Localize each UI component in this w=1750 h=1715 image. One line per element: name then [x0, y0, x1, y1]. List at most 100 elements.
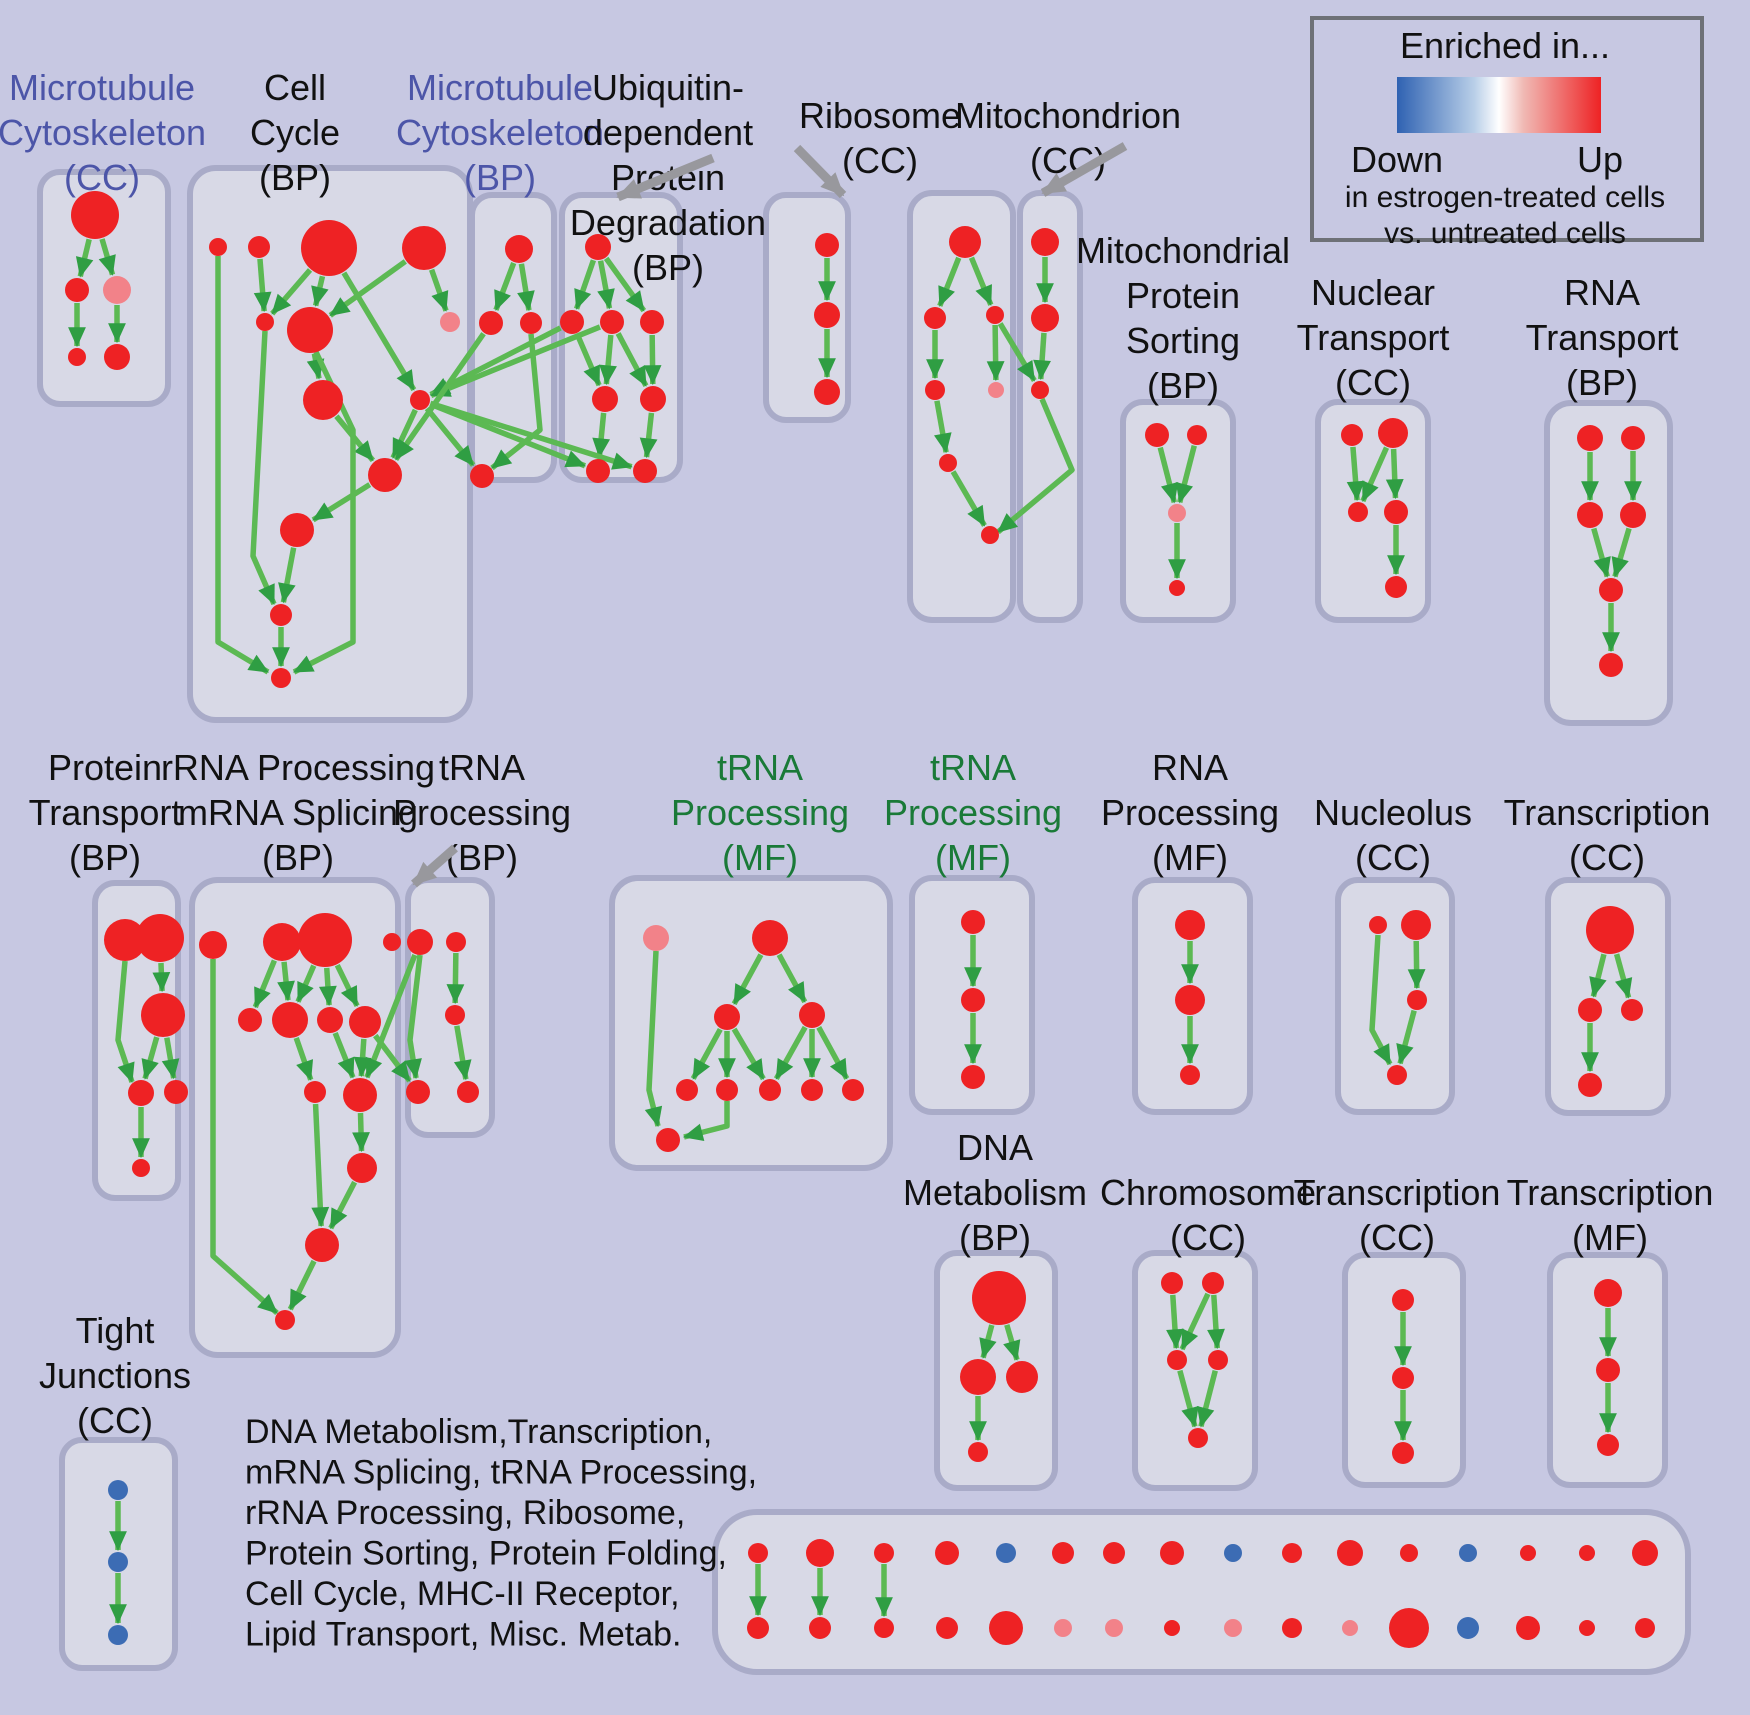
edge-arrow [773, 1025, 808, 1081]
go-term-node [141, 993, 185, 1037]
go-term-node [71, 191, 119, 239]
edge-arrow [1033, 332, 1051, 381]
go-term-node [1168, 504, 1186, 522]
edge-arrow [1396, 1009, 1417, 1065]
go-term-node [972, 1271, 1026, 1325]
cluster-box-chromosome [1132, 1250, 1258, 1491]
go-term-node [1378, 418, 1408, 448]
go-term-node [446, 932, 466, 952]
cluster-label-trna-processing-bp: (BP) [446, 837, 518, 878]
go-term-node [996, 1543, 1016, 1563]
go-term-node [939, 454, 957, 472]
cluster-label-cell-cycle: Cell [264, 67, 326, 108]
cluster-label-dna-metabolism: DNA [957, 1127, 1033, 1168]
go-term-node [1054, 1619, 1072, 1637]
cluster-label-microtubule-cytoskeleton-cc: Cytoskeleton [0, 112, 206, 153]
go-term-node [752, 920, 788, 956]
cluster-box-nucleolus [1335, 877, 1455, 1115]
go-term-node [445, 1005, 465, 1025]
cluster-label-rna-transport: RNA [1564, 272, 1640, 313]
go-term-node [1031, 228, 1059, 256]
go-term-node [809, 1617, 831, 1639]
cluster-label-microtubule-cytoskeleton-bp: (BP) [464, 157, 536, 198]
edge-arrow-bent [1369, 934, 1393, 1066]
edge-arrow [253, 258, 272, 313]
go-term-node [1282, 1618, 1302, 1638]
go-term-node [1103, 1542, 1125, 1564]
go-term-node [270, 604, 292, 626]
go-term-node [410, 390, 430, 410]
go-term-node [1516, 1616, 1540, 1640]
go-term-node [108, 1480, 128, 1500]
cluster-label-ubiquitin-degradation: Degradation [570, 202, 766, 243]
cluster-label-tight-junctions: Tight [76, 1310, 155, 1351]
cluster-label-mitochondrion: Mitochondrion [955, 95, 1181, 136]
go-term-node [263, 923, 301, 961]
go-term-node [1180, 1065, 1200, 1085]
go-term-node [633, 459, 657, 483]
cluster-label-ribosome: (CC) [842, 140, 918, 181]
go-term-node [1348, 502, 1368, 522]
go-term-node [1392, 1442, 1414, 1464]
edge-arrow [252, 959, 277, 1009]
go-term-node [1369, 916, 1387, 934]
edge-arrow [161, 1037, 180, 1080]
go-term-node [806, 1539, 834, 1567]
cluster-label-transcription-cc-lower: (CC) [1359, 1217, 1435, 1258]
go-term-node [272, 1002, 308, 1038]
go-term-node [248, 236, 270, 258]
labels-layer: MicrotubuleCytoskeleton(CC)CellCycle(BP)… [0, 16, 1713, 1654]
go-term-node [1337, 1540, 1363, 1566]
edge-arrow [517, 263, 535, 312]
go-term-node [317, 1007, 343, 1033]
go-term-node [924, 307, 946, 329]
go-term-node [989, 1611, 1023, 1645]
go-term-node [505, 235, 533, 263]
go-term-node [108, 1625, 128, 1645]
go-term-node [1632, 1540, 1658, 1566]
go-term-node [136, 914, 184, 962]
go-term-node [304, 1081, 326, 1103]
cluster-label-protein-transport: Protein [48, 747, 162, 788]
go-term-node [1586, 906, 1634, 954]
go-term-node [936, 1617, 958, 1639]
go-term-node [349, 1006, 381, 1038]
cluster-label-mitochondrial-protein-sorting: (BP) [1147, 365, 1219, 406]
edge-arrow-bent [644, 950, 663, 1128]
go-term-node [1160, 1541, 1184, 1565]
edge-arrow [615, 332, 649, 388]
legend-caption: vs. untreated cells [1384, 217, 1626, 250]
go-term-node [1620, 502, 1646, 528]
go-term-node [1577, 502, 1603, 528]
edge-arrow [1207, 1294, 1225, 1350]
edge-arrow [311, 275, 329, 307]
cluster-label-nuclear-transport: Transport [1297, 317, 1450, 358]
go-term-node [1224, 1544, 1242, 1562]
edge-arrow [643, 334, 662, 386]
edge-arrow [278, 547, 297, 604]
go-term-node [1457, 1617, 1479, 1639]
edge-arrow [287, 1259, 317, 1311]
go-term-node [303, 380, 343, 420]
edge-arrow [353, 1038, 372, 1078]
cluster-label-rrna-mrna: mRNA Splicing [178, 792, 418, 833]
edge-arrow [1177, 1369, 1199, 1428]
edge-arrow [424, 406, 476, 467]
cluster-box-misc [712, 1509, 1691, 1675]
edge-arrow [603, 256, 647, 313]
edge-arrow [328, 259, 407, 318]
cluster-label-trna-processing-mf-2: (MF) [935, 837, 1011, 878]
go-term-node [748, 1543, 768, 1563]
edge-arrow [75, 238, 94, 278]
go-term-node [949, 226, 981, 258]
go-term-node [981, 526, 999, 544]
cluster-box-microtubule-cytoskeleton-bp [469, 192, 557, 483]
edge-arrow [430, 324, 601, 399]
go-term-node [586, 459, 610, 483]
misc-clusters-text: rRNA Processing, Ribosome, [245, 1494, 685, 1532]
edge-arrow [453, 1025, 472, 1081]
edge-arrow [352, 1112, 370, 1153]
go-term-node [1599, 578, 1623, 602]
go-term-node [298, 913, 352, 967]
go-term-node [1400, 1544, 1418, 1562]
